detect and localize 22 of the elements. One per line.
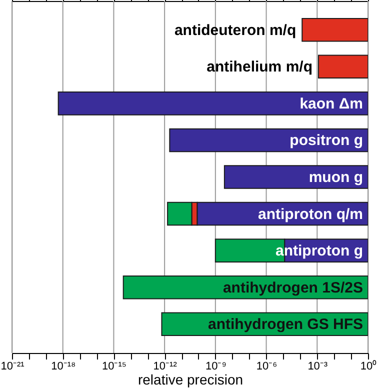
x-tick-label: 10⁻⁹: [205, 360, 226, 372]
y-tick-label: muon g: [308, 169, 363, 186]
bar: [224, 165, 368, 189]
x-tick-label: 10⁻¹⁵: [102, 360, 126, 372]
x-tick-label: 10⁻⁶: [256, 360, 278, 372]
x-axis-title: relative precision: [138, 372, 244, 388]
y-tick-label: antihydrogen 1S/2S: [222, 279, 363, 296]
y-tick-label: antihelium m/q: [206, 58, 312, 76]
x-tick-label: 10⁰: [360, 360, 377, 372]
x-tick-label: 10⁻³: [308, 360, 328, 372]
y-tick-label: antideuteron m/q: [174, 22, 296, 39]
bar: [318, 54, 368, 79]
x-tick-label: 10⁻¹⁸: [51, 360, 76, 372]
bar: [169, 128, 368, 152]
y-tick-label: kaon Δm: [300, 95, 363, 112]
y-tick-label: antihydrogen GS HFS: [208, 316, 363, 334]
y-tick-label: antiproton q/m: [258, 206, 363, 223]
x-tick-label: 10⁻¹²: [153, 360, 178, 372]
y-tick-label: positron g: [290, 132, 363, 150]
bar: [58, 92, 368, 116]
x-tick-label: 10⁻²¹: [0, 360, 25, 372]
bar: [302, 18, 368, 42]
